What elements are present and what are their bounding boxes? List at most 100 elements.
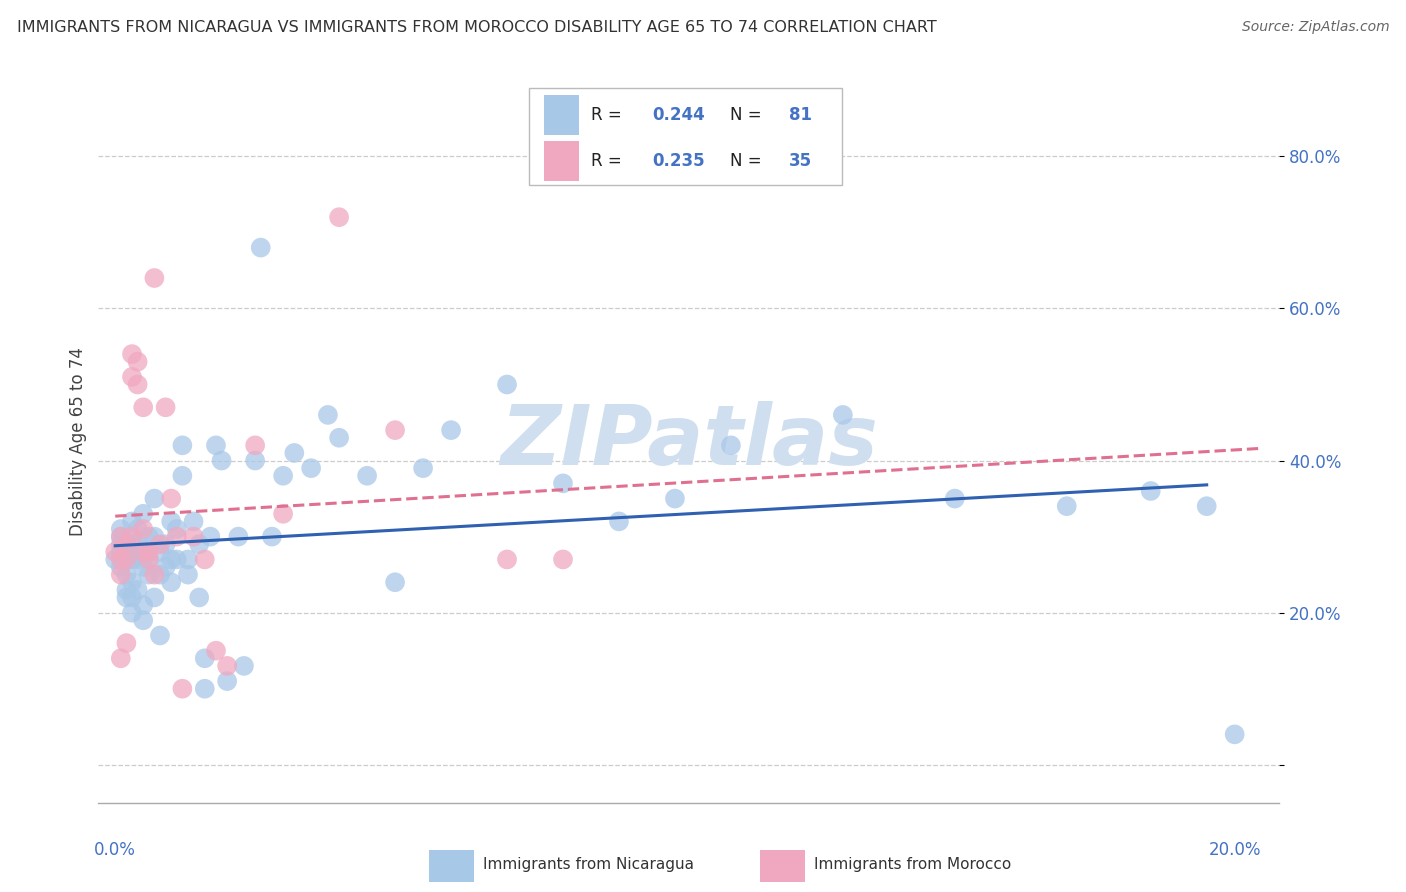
Point bbox=[104, 545, 127, 559]
Point bbox=[110, 530, 132, 544]
Point bbox=[200, 530, 222, 544]
Point bbox=[115, 537, 138, 551]
Point bbox=[143, 530, 166, 544]
Point bbox=[299, 461, 322, 475]
Point bbox=[217, 674, 239, 689]
Text: N =: N = bbox=[730, 152, 768, 169]
Point bbox=[110, 567, 132, 582]
Point bbox=[160, 515, 183, 529]
Point bbox=[233, 659, 256, 673]
Point bbox=[132, 507, 155, 521]
Point bbox=[328, 431, 350, 445]
Point bbox=[115, 537, 138, 551]
Point bbox=[356, 468, 378, 483]
Point bbox=[110, 552, 132, 566]
Point bbox=[115, 591, 138, 605]
Point bbox=[121, 515, 143, 529]
Point bbox=[720, 438, 742, 452]
Point bbox=[121, 575, 143, 590]
Point bbox=[211, 453, 233, 467]
Point bbox=[177, 552, 200, 566]
Point bbox=[155, 560, 177, 574]
Point bbox=[271, 468, 294, 483]
Point bbox=[183, 530, 205, 544]
Point bbox=[155, 537, 177, 551]
Point bbox=[283, 446, 305, 460]
Point bbox=[316, 408, 339, 422]
Point bbox=[138, 530, 160, 544]
Point bbox=[149, 628, 172, 642]
Point bbox=[155, 401, 177, 415]
Point bbox=[149, 537, 172, 551]
Text: R =: R = bbox=[591, 106, 627, 124]
Point bbox=[177, 567, 200, 582]
Point bbox=[132, 560, 155, 574]
Point bbox=[121, 537, 143, 551]
Point bbox=[132, 522, 155, 536]
Point bbox=[143, 271, 166, 285]
Point bbox=[160, 575, 183, 590]
Point bbox=[217, 659, 239, 673]
Point bbox=[127, 522, 149, 536]
Point bbox=[1139, 483, 1161, 498]
Point bbox=[943, 491, 966, 506]
Point bbox=[121, 545, 143, 559]
Point bbox=[160, 491, 183, 506]
Point bbox=[249, 241, 271, 255]
Point bbox=[143, 567, 166, 582]
FancyBboxPatch shape bbox=[530, 87, 842, 185]
Point bbox=[121, 347, 143, 361]
Point bbox=[127, 552, 149, 566]
Point bbox=[132, 613, 155, 627]
Point bbox=[607, 515, 630, 529]
Point bbox=[127, 537, 149, 551]
Point bbox=[121, 606, 143, 620]
Point bbox=[188, 537, 211, 551]
Point bbox=[194, 552, 217, 566]
Point bbox=[104, 552, 127, 566]
Point bbox=[115, 582, 138, 597]
Point bbox=[149, 545, 172, 559]
FancyBboxPatch shape bbox=[544, 141, 579, 180]
Point bbox=[115, 567, 138, 582]
FancyBboxPatch shape bbox=[544, 95, 579, 135]
Point bbox=[328, 210, 350, 224]
Point bbox=[1223, 727, 1246, 741]
Point bbox=[166, 552, 188, 566]
Point bbox=[138, 545, 160, 559]
Text: Immigrants from Nicaragua: Immigrants from Nicaragua bbox=[484, 856, 695, 871]
Point bbox=[172, 438, 194, 452]
Point bbox=[172, 681, 194, 696]
Point bbox=[188, 591, 211, 605]
Point bbox=[271, 507, 294, 521]
Text: 0.0%: 0.0% bbox=[94, 840, 136, 858]
Point bbox=[127, 377, 149, 392]
Point bbox=[260, 530, 283, 544]
Point bbox=[664, 491, 686, 506]
Point bbox=[115, 636, 138, 650]
Point bbox=[143, 491, 166, 506]
Point bbox=[138, 552, 160, 566]
Point bbox=[110, 522, 132, 536]
Point bbox=[194, 651, 217, 665]
Point bbox=[138, 567, 160, 582]
Point bbox=[205, 438, 228, 452]
Text: Immigrants from Morocco: Immigrants from Morocco bbox=[814, 856, 1011, 871]
Point bbox=[127, 354, 149, 368]
Y-axis label: Disability Age 65 to 74: Disability Age 65 to 74 bbox=[69, 347, 87, 536]
Text: Source: ZipAtlas.com: Source: ZipAtlas.com bbox=[1241, 20, 1389, 34]
Point bbox=[172, 468, 194, 483]
Point bbox=[183, 515, 205, 529]
Point bbox=[132, 545, 155, 559]
Text: R =: R = bbox=[591, 152, 627, 169]
Point bbox=[496, 552, 519, 566]
Text: 0.235: 0.235 bbox=[652, 152, 704, 169]
Point bbox=[243, 453, 266, 467]
Point bbox=[412, 461, 434, 475]
Text: ZIPatlas: ZIPatlas bbox=[501, 401, 877, 482]
Point bbox=[121, 370, 143, 384]
FancyBboxPatch shape bbox=[759, 850, 804, 882]
Point bbox=[1056, 499, 1078, 513]
Point bbox=[440, 423, 463, 437]
Point bbox=[138, 552, 160, 566]
